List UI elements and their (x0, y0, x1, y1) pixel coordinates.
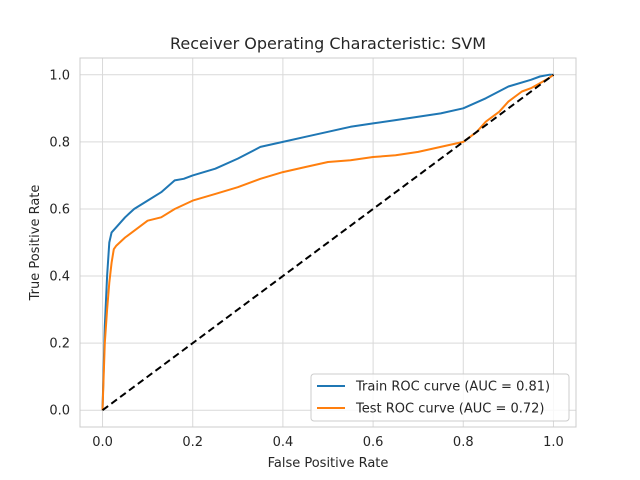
x-tick-label: 0.2 (182, 435, 203, 450)
x-tick-label: 0.0 (92, 435, 113, 450)
y-tick-label: 0.0 (49, 404, 70, 419)
plot-frame (79, 57, 577, 428)
y-tick-label: 0.6 (49, 202, 70, 217)
y-tick-label: 0.4 (49, 270, 70, 285)
legend-label-test: Test ROC curve (AUC = 0.72) (355, 402, 545, 417)
x-tick-label: 0.8 (453, 435, 474, 450)
y-tick-label: 0.8 (49, 135, 70, 150)
chance-diagonal-line (101, 73, 555, 412)
legend: Train ROC curve (AUC = 0.81) Test ROC cu… (310, 373, 570, 422)
train-roc-line (101, 73, 554, 411)
tick-labels: 0.0 0.2 0.4 0.6 0.8 1.0 0.0 0.2 0.4 0.6 0.8 1.0 (49, 68, 563, 450)
series-lines (101, 73, 555, 412)
y-axis-label: True Positive Rate (28, 185, 43, 302)
chart-title: Receiver Operating Characteristic: SVM (170, 34, 486, 53)
y-tick-label: 0.2 (49, 337, 70, 352)
x-tick-label: 0.4 (273, 435, 294, 450)
x-axis-label: False Positive Rate (268, 456, 389, 471)
test-roc-line (101, 73, 555, 411)
x-tick-label: 0.6 (363, 435, 384, 450)
legend-box (310, 373, 570, 422)
x-tick-label: 1.0 (543, 435, 564, 450)
legend-label-train: Train ROC curve (AUC = 0.81) (355, 380, 550, 395)
y-tick-label: 1.0 (49, 68, 70, 83)
